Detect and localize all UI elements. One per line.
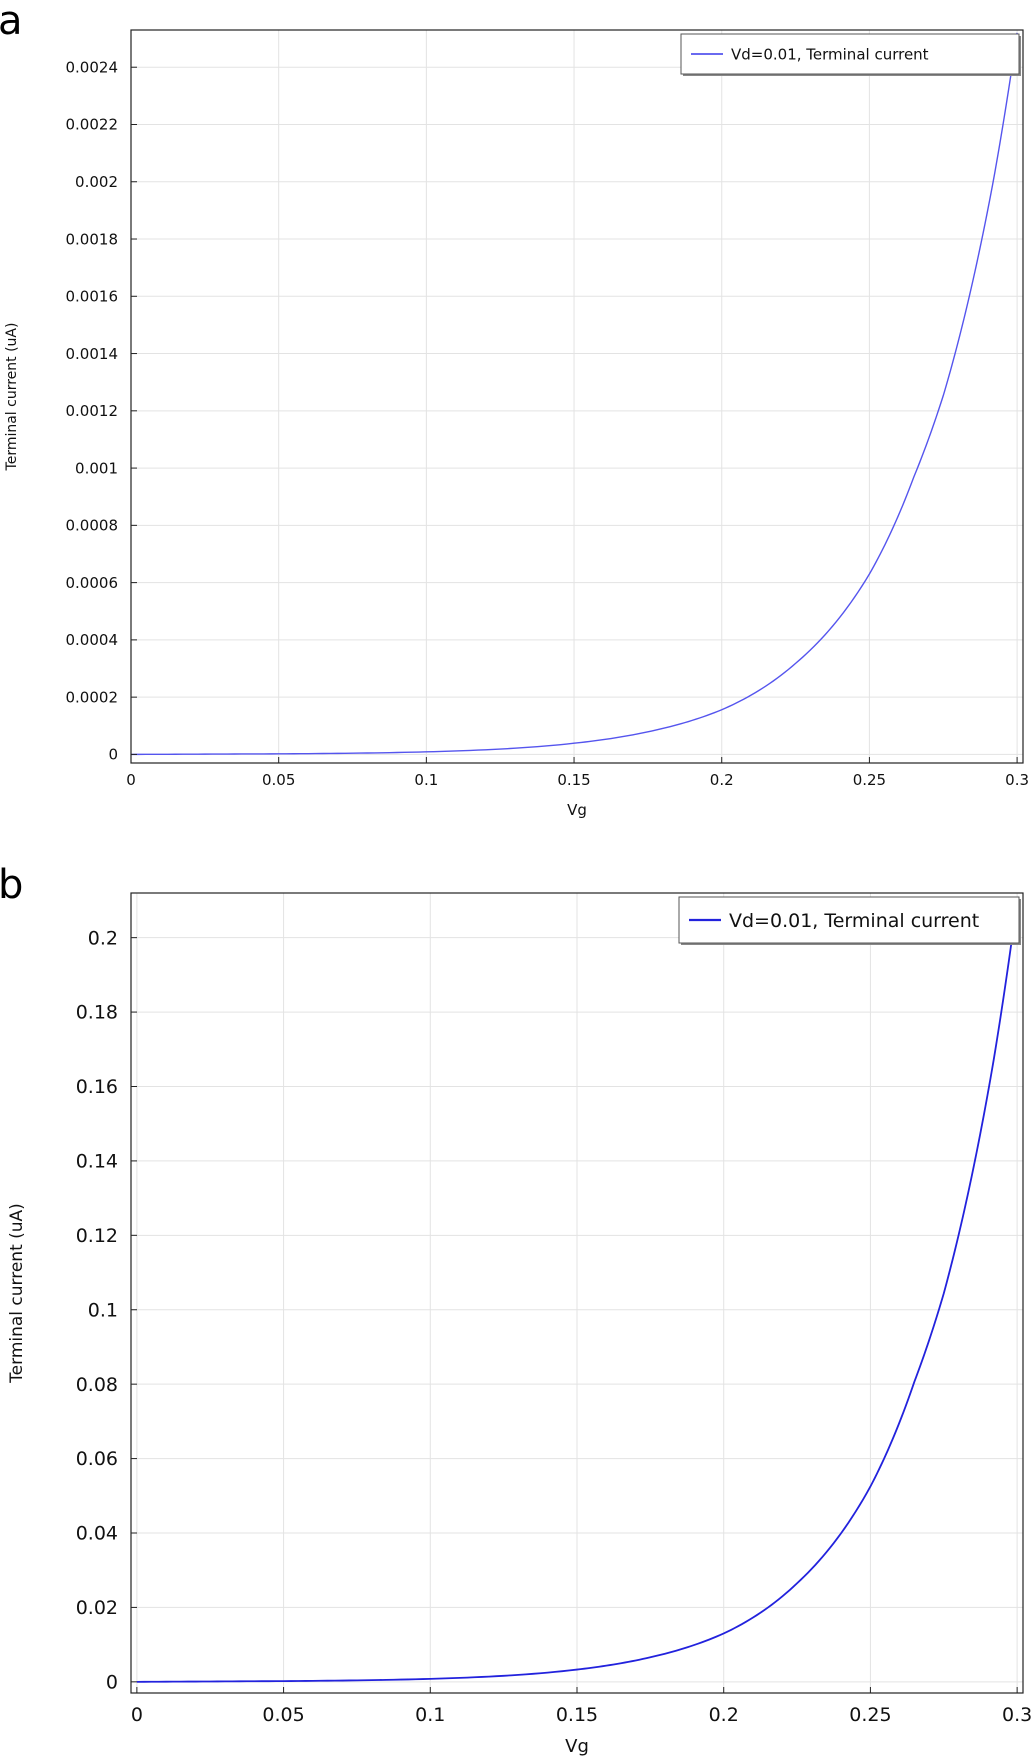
x-tick-label: 0 [126, 771, 136, 789]
panel-label: a [0, 0, 23, 44]
y-tick-label: 0.0004 [66, 631, 119, 649]
y-tick-label: 0.0016 [66, 288, 119, 306]
panel-b: 0 0.05 0.1 0.15 0.2 0.25 0.3 0 0.02 0.04 0.06 0.08 0… [0, 862, 1031, 1757]
y-tick-label: 0.02 [76, 1597, 118, 1619]
x-tick-label: 0.1 [415, 1704, 445, 1726]
y-tick-label: 0 [106, 1671, 118, 1693]
y-tick-label: 0.18 [76, 1002, 118, 1024]
x-axis-label: Vg [567, 801, 587, 819]
y-tick-label: 0.0012 [66, 402, 119, 420]
panel-label: b [0, 862, 23, 908]
y-axis-label: Terminal current (uA) [7, 1203, 27, 1384]
x-tick-label: 0.2 [709, 1704, 739, 1726]
x-axis-label: Vg [565, 1736, 589, 1757]
x-tick-label: 0.2 [710, 771, 734, 789]
y-tick-label: 0.002 [75, 173, 118, 191]
y-tick-label: 0.0024 [66, 58, 119, 76]
x-tick-label: 0.05 [262, 771, 295, 789]
x-tick-label: 0.05 [262, 1704, 304, 1726]
y-tick-label: 0.0022 [66, 116, 119, 134]
y-tick-label: 0 [108, 746, 118, 764]
legend-box [678, 896, 1020, 944]
y-tick-label: 0.0008 [66, 517, 119, 535]
y-tick-label: 0.1 [88, 1299, 118, 1321]
y-tick-label: 0.0018 [66, 230, 119, 248]
y-axis-label: Terminal current (uA) [4, 323, 20, 472]
panel-a: 0 0.05 0.1 0.15 0.2 0.25 0.3 0 0.0002 0.0004 0.000… [0, 0, 1029, 819]
y-tick-label: 0.12 [76, 1225, 118, 1247]
y-tick-label: 0.06 [76, 1448, 118, 1470]
y-tick-label: 0.14 [76, 1151, 118, 1173]
series-line-0 [136, 900, 1019, 1683]
legend-label: Vd=0.01, Terminal current [731, 45, 929, 63]
x-tick-label: 0 [131, 1704, 143, 1726]
x-tick-label: 0.15 [556, 1704, 598, 1726]
x-tick-label: 0.25 [853, 771, 886, 789]
x-tick-label: 0.1 [414, 771, 438, 789]
y-tick-label: 0.0002 [66, 688, 119, 706]
x-tick-label: 0.3 [1005, 771, 1029, 789]
y-tick-label: 0.0006 [66, 574, 119, 592]
legend-box [680, 33, 1020, 75]
legend-label: Vd=0.01, Terminal current [729, 910, 979, 932]
y-tick-label: 0.2 [88, 927, 118, 949]
y-tick-label: 0.16 [76, 1076, 118, 1098]
series-line-0 [131, 32, 1018, 756]
plot-frame [130, 29, 1024, 764]
y-tick-label: 0.08 [76, 1374, 118, 1396]
x-tick-label: 0.25 [849, 1704, 891, 1726]
x-tick-label: 0.3 [1002, 1704, 1031, 1726]
y-tick-label: 0.001 [75, 459, 118, 477]
x-tick-label: 0.15 [557, 771, 590, 789]
y-tick-label: 0.04 [76, 1523, 118, 1545]
y-tick-label: 0.0014 [66, 345, 119, 363]
